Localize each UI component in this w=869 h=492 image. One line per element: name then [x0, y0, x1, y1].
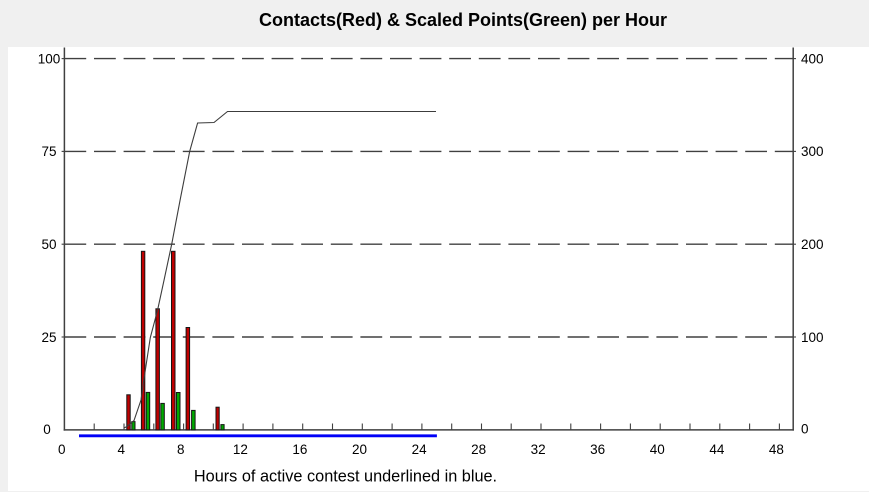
svg-text:75: 75	[41, 144, 56, 159]
svg-text:100: 100	[801, 330, 824, 345]
svg-text:25: 25	[41, 330, 56, 345]
svg-text:200: 200	[801, 237, 824, 252]
svg-text:20: 20	[352, 442, 367, 457]
svg-text:36: 36	[590, 442, 605, 457]
svg-text:0: 0	[58, 442, 66, 457]
svg-text:16: 16	[292, 442, 307, 457]
svg-text:400: 400	[801, 51, 824, 66]
svg-text:Contacts(Red) & Scaled Points(: Contacts(Red) & Scaled Points(Green) per…	[259, 10, 667, 30]
svg-text:44: 44	[709, 442, 725, 457]
svg-text:4: 4	[118, 442, 126, 457]
svg-text:50: 50	[41, 237, 56, 252]
svg-text:32: 32	[531, 442, 546, 457]
svg-text:28: 28	[471, 442, 486, 457]
svg-text:0: 0	[801, 422, 809, 437]
svg-text:8: 8	[177, 442, 185, 457]
svg-text:Hours of active contest underl: Hours of active contest underlined in bl…	[194, 468, 497, 486]
svg-text:0: 0	[43, 422, 51, 437]
svg-text:48: 48	[769, 442, 784, 457]
svg-text:12: 12	[233, 442, 248, 457]
svg-text:100: 100	[38, 51, 61, 66]
svg-text:24: 24	[412, 442, 428, 457]
svg-text:300: 300	[801, 144, 824, 159]
svg-text:40: 40	[650, 442, 665, 457]
